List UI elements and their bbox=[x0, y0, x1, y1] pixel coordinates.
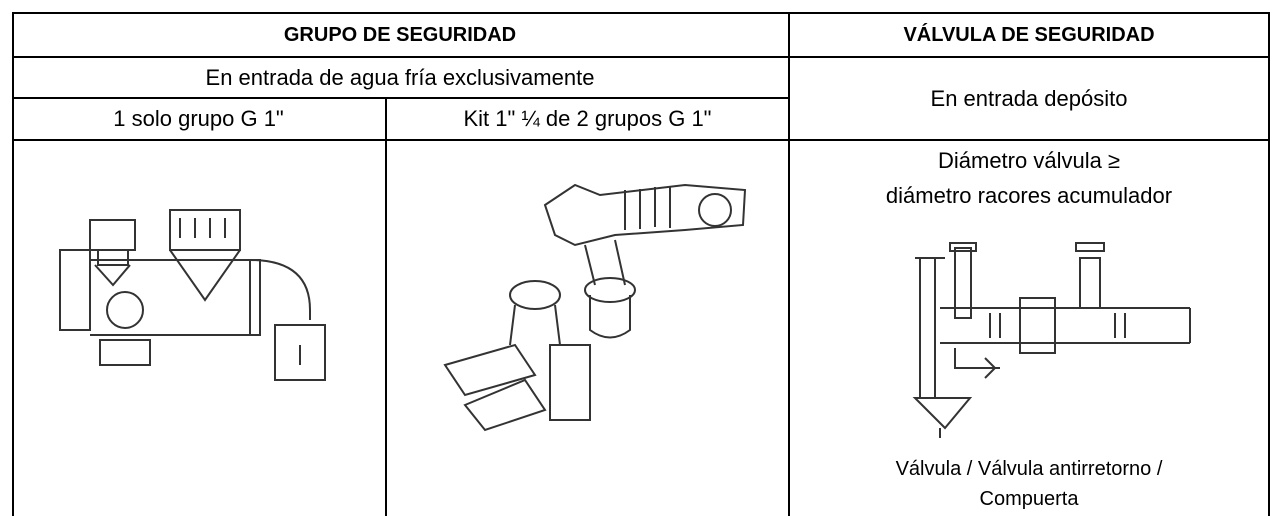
cell: 1 solo grupo G 1" bbox=[113, 106, 284, 131]
caption: Válvula / Válvula antirretorno / bbox=[895, 458, 1163, 480]
caption: Compuerta bbox=[979, 488, 1079, 510]
illustration bbox=[59, 209, 326, 381]
cell: En entrada de agua fría exclusivamente bbox=[205, 64, 595, 90]
cell-text: Diámetro válvula ≥ bbox=[937, 148, 1121, 173]
border bbox=[12, 139, 1270, 141]
header-cell: VÁLVULA DE SEGURIDAD bbox=[903, 23, 1155, 46]
border bbox=[385, 97, 387, 516]
border bbox=[788, 12, 790, 516]
border bbox=[12, 97, 788, 99]
cell-text: diámetro racores acumulador bbox=[885, 183, 1173, 208]
border bbox=[12, 12, 14, 516]
cell: En entrada depósito bbox=[930, 85, 1128, 111]
cell: Kit 1" ¼ de 2 grupos G 1" bbox=[463, 106, 712, 131]
border bbox=[12, 56, 1270, 58]
illustration bbox=[912, 242, 1191, 438]
header-cell: GRUPO DE SEGURIDAD bbox=[283, 23, 517, 46]
illustration bbox=[443, 183, 747, 432]
border bbox=[12, 12, 1270, 14]
border bbox=[1268, 12, 1270, 516]
